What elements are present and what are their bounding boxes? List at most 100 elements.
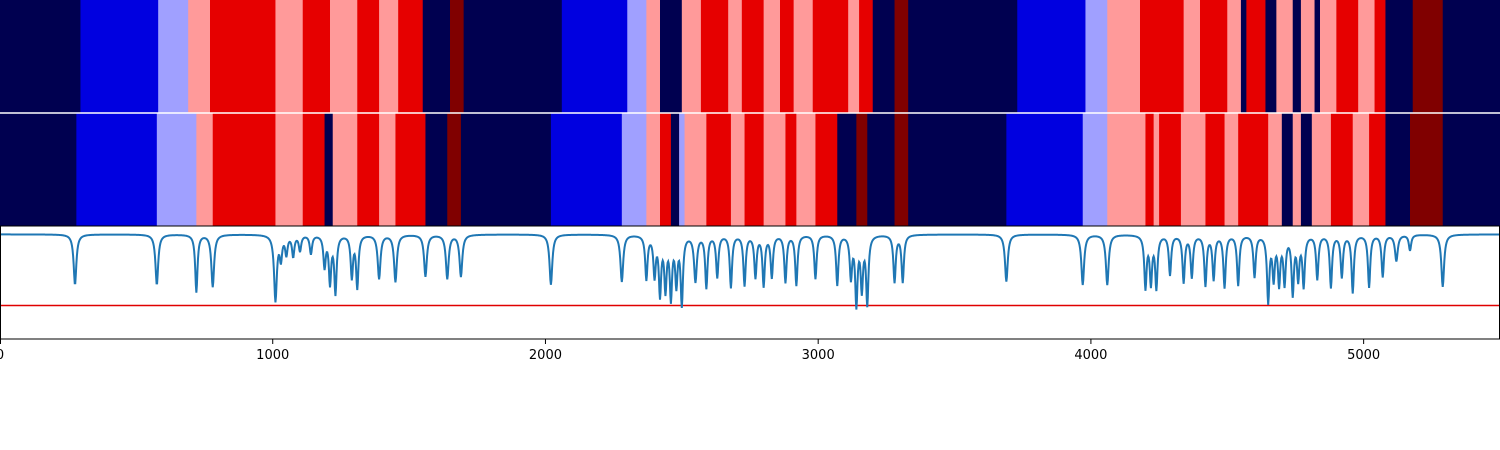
- band-segment: [1293, 0, 1302, 113]
- band-segment: [1331, 113, 1353, 226]
- band-segment: [701, 0, 729, 113]
- band-segment: [275, 0, 303, 113]
- band-segment: [333, 113, 358, 226]
- band-segment: [325, 113, 334, 226]
- band-segment: [873, 0, 895, 113]
- signal-panel-background: [0, 226, 1500, 339]
- band-segment: [785, 113, 797, 226]
- band-segment: [627, 0, 647, 113]
- top-segmentation-band: [0, 0, 1500, 113]
- band-segment: [447, 113, 461, 226]
- band-segment: [1315, 0, 1321, 113]
- band-segment: [76, 113, 157, 226]
- band-segment: [1181, 113, 1206, 226]
- band-segment: [679, 113, 685, 226]
- band-segment: [1246, 0, 1266, 113]
- band-segment: [188, 0, 210, 113]
- band-segment: [157, 113, 197, 226]
- band-segment: [1282, 113, 1294, 226]
- band-segment: [796, 113, 816, 226]
- band-segment: [1006, 113, 1083, 226]
- band-segment: [837, 113, 857, 226]
- band-segment: [0, 0, 81, 113]
- band-segment: [1336, 0, 1358, 113]
- band-segment: [379, 0, 399, 113]
- band-segment: [764, 113, 786, 226]
- band-segment: [728, 0, 742, 113]
- band-segment: [1413, 0, 1444, 113]
- band-segment: [622, 113, 647, 226]
- band-segment: [158, 0, 189, 113]
- band-segment: [1293, 113, 1302, 226]
- band-segment: [1312, 113, 1332, 226]
- band-segment: [1268, 113, 1282, 226]
- band-segment: [423, 0, 451, 113]
- band-segment: [1301, 113, 1313, 226]
- band-segment: [395, 113, 426, 226]
- band-segment: [1238, 113, 1269, 226]
- band-segment: [357, 0, 379, 113]
- band-segment: [1107, 113, 1146, 226]
- band-segment: [464, 0, 563, 113]
- band-segment: [1145, 113, 1154, 226]
- band-segment: [682, 0, 702, 113]
- band-segment: [1369, 113, 1386, 226]
- band-segment: [671, 113, 680, 226]
- band-segment: [815, 113, 837, 226]
- band-segment: [706, 113, 731, 226]
- band-segment: [303, 113, 325, 226]
- band-segment: [1265, 0, 1277, 113]
- band-segment: [398, 0, 423, 113]
- band-segment: [1443, 0, 1500, 113]
- band-segment: [1358, 0, 1375, 113]
- band-segment: [450, 0, 464, 113]
- band-segment: [1200, 0, 1228, 113]
- x-tick-label: 0: [0, 348, 4, 363]
- band-segment: [859, 0, 873, 113]
- band-segment: [908, 113, 1007, 226]
- band-segment: [1140, 0, 1184, 113]
- band-segment: [745, 113, 765, 226]
- band-segment: [780, 0, 794, 113]
- band-segment: [794, 0, 814, 113]
- band-segment: [1083, 113, 1108, 226]
- band-segment: [908, 0, 1018, 113]
- band-segment: [1276, 0, 1293, 113]
- band-segment: [646, 113, 660, 226]
- band-segment: [1353, 113, 1370, 226]
- band-segment: [1225, 113, 1239, 226]
- bottom-segmentation-band: [0, 113, 1500, 226]
- band-segment: [731, 113, 745, 226]
- band-segment: [0, 113, 77, 226]
- band-segment: [425, 113, 447, 226]
- x-axis: 0 1000 2000 3000 4000 5000: [0, 339, 1380, 363]
- band-segment: [895, 0, 909, 113]
- band-segment: [196, 113, 213, 226]
- band-segment: [1385, 113, 1410, 226]
- x-tick-label: 1000: [256, 348, 289, 363]
- band-segment: [1017, 0, 1086, 113]
- band-segment: [895, 113, 909, 226]
- band-segment: [764, 0, 781, 113]
- x-tick-label: 5000: [1347, 348, 1380, 363]
- band-segment: [660, 113, 672, 226]
- band-segment: [303, 0, 331, 113]
- band-segment: [1227, 0, 1241, 113]
- band-segment: [1154, 113, 1160, 226]
- band-segment: [379, 113, 396, 226]
- band-segment: [1085, 0, 1107, 113]
- band-segment: [461, 113, 552, 226]
- band-segment: [1385, 0, 1413, 113]
- signal-panel: [0, 226, 1500, 339]
- band-segment: [551, 113, 623, 226]
- band-segment: [856, 113, 868, 226]
- band-segment: [1320, 0, 1337, 113]
- band-segment: [210, 0, 276, 113]
- band-segment: [1205, 113, 1225, 226]
- band-segment: [357, 113, 379, 226]
- band-segment: [867, 113, 895, 226]
- band-segment: [562, 0, 628, 113]
- band-segment: [1375, 0, 1387, 113]
- band-segment: [1241, 0, 1247, 113]
